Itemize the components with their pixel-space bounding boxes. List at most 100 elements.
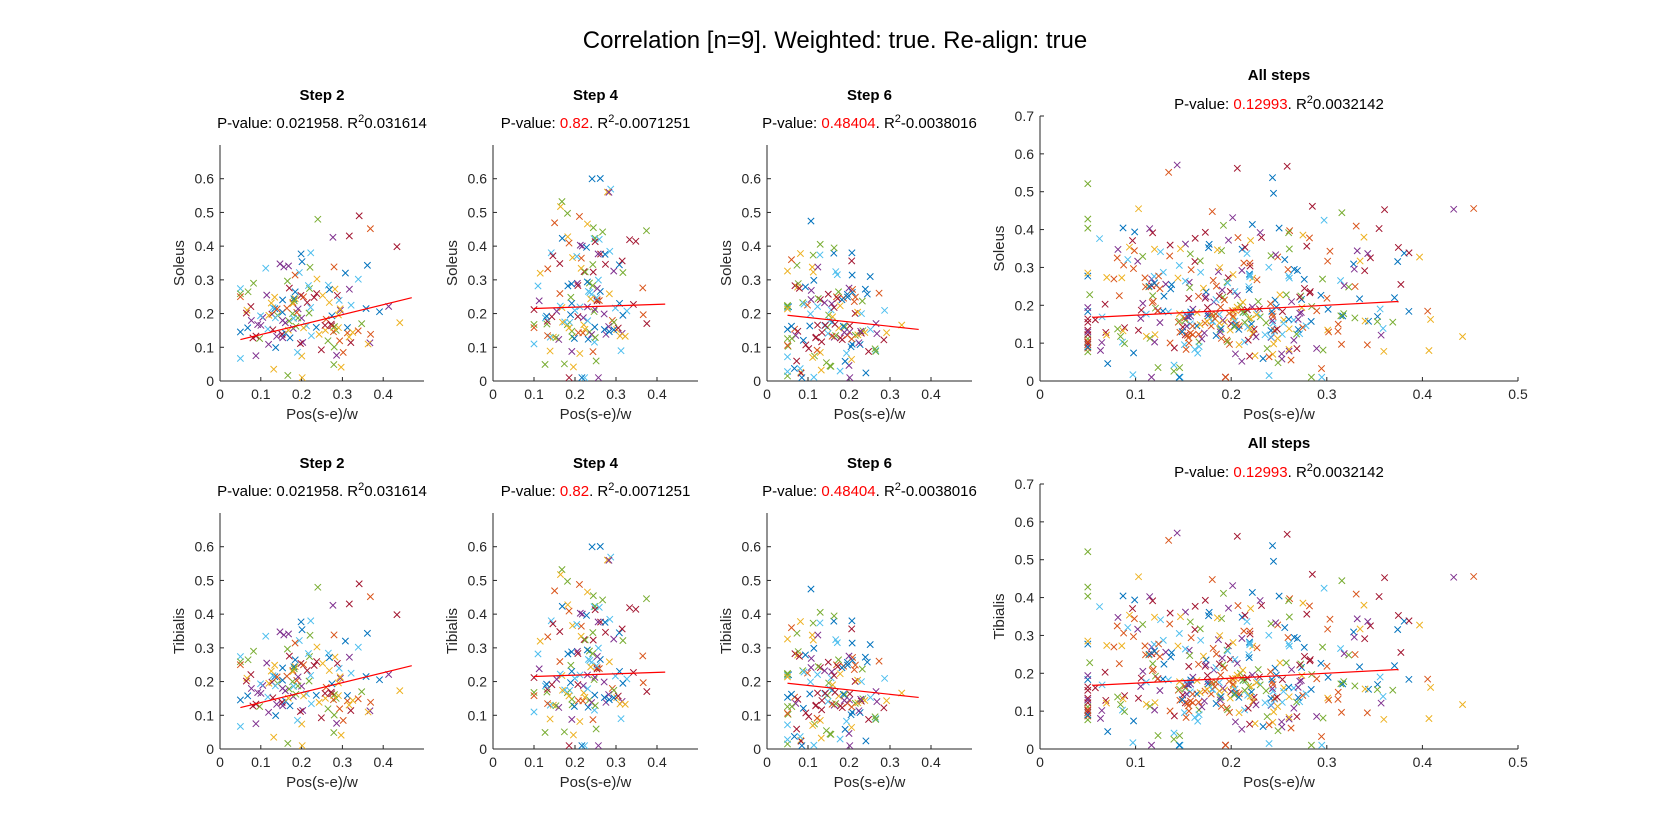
scatter-point <box>1284 633 1292 642</box>
scatter-point <box>813 346 821 354</box>
scatter-point <box>1213 614 1221 622</box>
scatter-point <box>1294 683 1302 691</box>
scatter-point <box>806 690 814 698</box>
scatter-point <box>830 244 838 252</box>
scatter-point <box>236 285 244 293</box>
scatter-point <box>836 702 844 710</box>
scatter-point <box>236 696 244 704</box>
scatter-point <box>575 212 583 221</box>
scatter-point <box>1272 251 1280 259</box>
scatter-point <box>1294 325 1302 334</box>
scatter-point <box>256 312 265 320</box>
scatter-point <box>1235 341 1243 349</box>
subplot-stats: P-value: 0.48404. R2-0.0038016 <box>762 113 977 132</box>
scatter-point <box>584 703 592 711</box>
scatter-point <box>642 227 651 235</box>
scatter-point <box>307 332 315 340</box>
scatter-point <box>330 343 338 351</box>
y-tick-label: 0.2 <box>1015 297 1035 313</box>
scatter-point <box>1351 650 1359 659</box>
scatter-point <box>1139 299 1147 307</box>
scatter-point <box>345 285 353 293</box>
scatter-point <box>300 324 308 332</box>
scatter-point <box>834 288 843 296</box>
pvalue-value: 0.82 <box>560 483 589 500</box>
scatter-point <box>1294 315 1302 323</box>
scatter-point <box>263 291 271 299</box>
scatter-point <box>324 281 332 289</box>
scatter-point <box>1084 341 1092 349</box>
scatter-point <box>1240 627 1248 635</box>
scatter-point <box>577 254 585 262</box>
scatter-point <box>800 668 808 676</box>
scatter-point <box>1296 330 1304 338</box>
scatter-point <box>1394 611 1402 619</box>
regression-line <box>240 297 412 341</box>
scatter-point <box>1324 305 1332 313</box>
scatter-point <box>1186 284 1194 292</box>
scatter-point <box>1269 687 1277 695</box>
scatter-point <box>816 240 824 248</box>
scatter-point <box>1156 616 1165 624</box>
y-tick-label: 0.3 <box>742 640 762 656</box>
scatter-point <box>1300 275 1308 283</box>
scatter-point <box>1245 286 1253 294</box>
scatter-point <box>552 702 560 710</box>
scatter-point <box>236 658 244 666</box>
scatter-point <box>792 331 800 339</box>
r2-value: -0.0071251 <box>614 115 690 132</box>
scatter-point <box>1241 318 1249 327</box>
scatter-point <box>337 363 345 371</box>
scatter-point <box>534 650 542 658</box>
scatter-point <box>1265 263 1273 271</box>
scatter-point <box>1244 336 1252 344</box>
scatter-point <box>267 299 275 307</box>
scatter-point <box>1175 373 1183 381</box>
scatter-point <box>1118 274 1126 282</box>
scatter-point <box>1313 675 1321 683</box>
scatter-point <box>1268 675 1276 683</box>
scatter-point <box>616 700 624 708</box>
scatter-point <box>1381 574 1389 582</box>
scatter-point <box>818 696 826 705</box>
scatter-point <box>866 272 874 281</box>
scatter-point <box>574 329 582 337</box>
scatter-point <box>1199 284 1208 292</box>
scatter-point <box>872 715 880 724</box>
scatter-point <box>330 361 338 369</box>
scatter-point <box>1283 162 1291 170</box>
scatter-point <box>1326 247 1334 255</box>
scatter-point <box>824 329 832 338</box>
scatter-point <box>848 257 856 265</box>
scatter-point <box>1269 350 1277 358</box>
scatter-point <box>298 374 306 382</box>
scatter-point <box>574 697 582 705</box>
scatter-point <box>872 688 880 696</box>
scatter-point <box>1155 640 1163 648</box>
scatter-point <box>265 708 273 716</box>
scatter-point <box>838 296 846 304</box>
scatter-point <box>1114 693 1122 701</box>
scatter-point <box>568 347 576 356</box>
scatter-point <box>626 236 634 244</box>
scatter-point <box>1293 345 1301 353</box>
scatter-point <box>1175 678 1184 686</box>
scatter-point <box>242 677 250 685</box>
scatter-point <box>1139 252 1147 260</box>
scatter-point <box>1175 629 1183 637</box>
scatter-point <box>530 708 538 716</box>
scatter-point <box>1356 625 1364 633</box>
scatter-point <box>618 257 626 265</box>
scatter-point <box>569 731 577 739</box>
scatter-point <box>807 664 815 672</box>
scatter-point <box>1215 319 1223 327</box>
scatter-point <box>807 585 815 593</box>
scatter-point <box>1377 699 1385 707</box>
pvalue-label: P-value: <box>217 483 276 500</box>
scatter-point <box>796 617 804 626</box>
scatter-point <box>814 263 822 271</box>
scatter-point <box>600 693 608 702</box>
scatter-point <box>1166 241 1174 249</box>
scatter-point <box>1380 715 1388 723</box>
